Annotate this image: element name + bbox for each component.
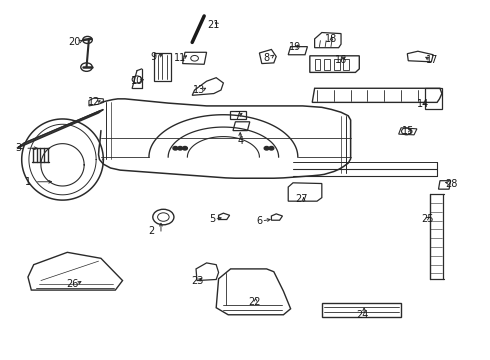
Text: 5: 5 [209,214,216,224]
Text: 23: 23 [191,275,203,285]
Text: 7: 7 [235,112,241,121]
Text: 10: 10 [131,76,143,86]
Text: 4: 4 [237,136,243,146]
Circle shape [264,147,269,150]
Bar [315,59,320,70]
Text: 15: 15 [402,126,415,136]
Text: 3: 3 [15,143,22,153]
Text: 16: 16 [335,55,347,65]
Text: 28: 28 [445,179,458,189]
Text: 11: 11 [174,53,186,63]
Text: 14: 14 [416,99,429,109]
Text: 18: 18 [325,34,338,44]
Text: 19: 19 [289,42,301,51]
Text: 8: 8 [264,53,270,63]
Text: 1: 1 [25,177,31,187]
Bar [334,59,340,70]
Text: 27: 27 [295,194,308,204]
Circle shape [178,147,183,150]
Text: 24: 24 [356,310,369,320]
Text: 21: 21 [208,20,220,30]
Text: 26: 26 [66,279,78,289]
Text: 20: 20 [68,37,81,47]
Text: 2: 2 [148,226,154,236]
Text: 22: 22 [248,297,261,307]
Bar [343,59,349,70]
Text: 17: 17 [426,55,439,65]
Text: 25: 25 [421,214,434,224]
Circle shape [183,147,187,150]
Bar [324,59,330,70]
Text: 13: 13 [193,85,205,95]
Text: 12: 12 [88,98,100,107]
Text: 9: 9 [151,51,157,62]
Circle shape [269,147,274,150]
Text: 6: 6 [256,216,263,226]
Circle shape [173,147,178,150]
